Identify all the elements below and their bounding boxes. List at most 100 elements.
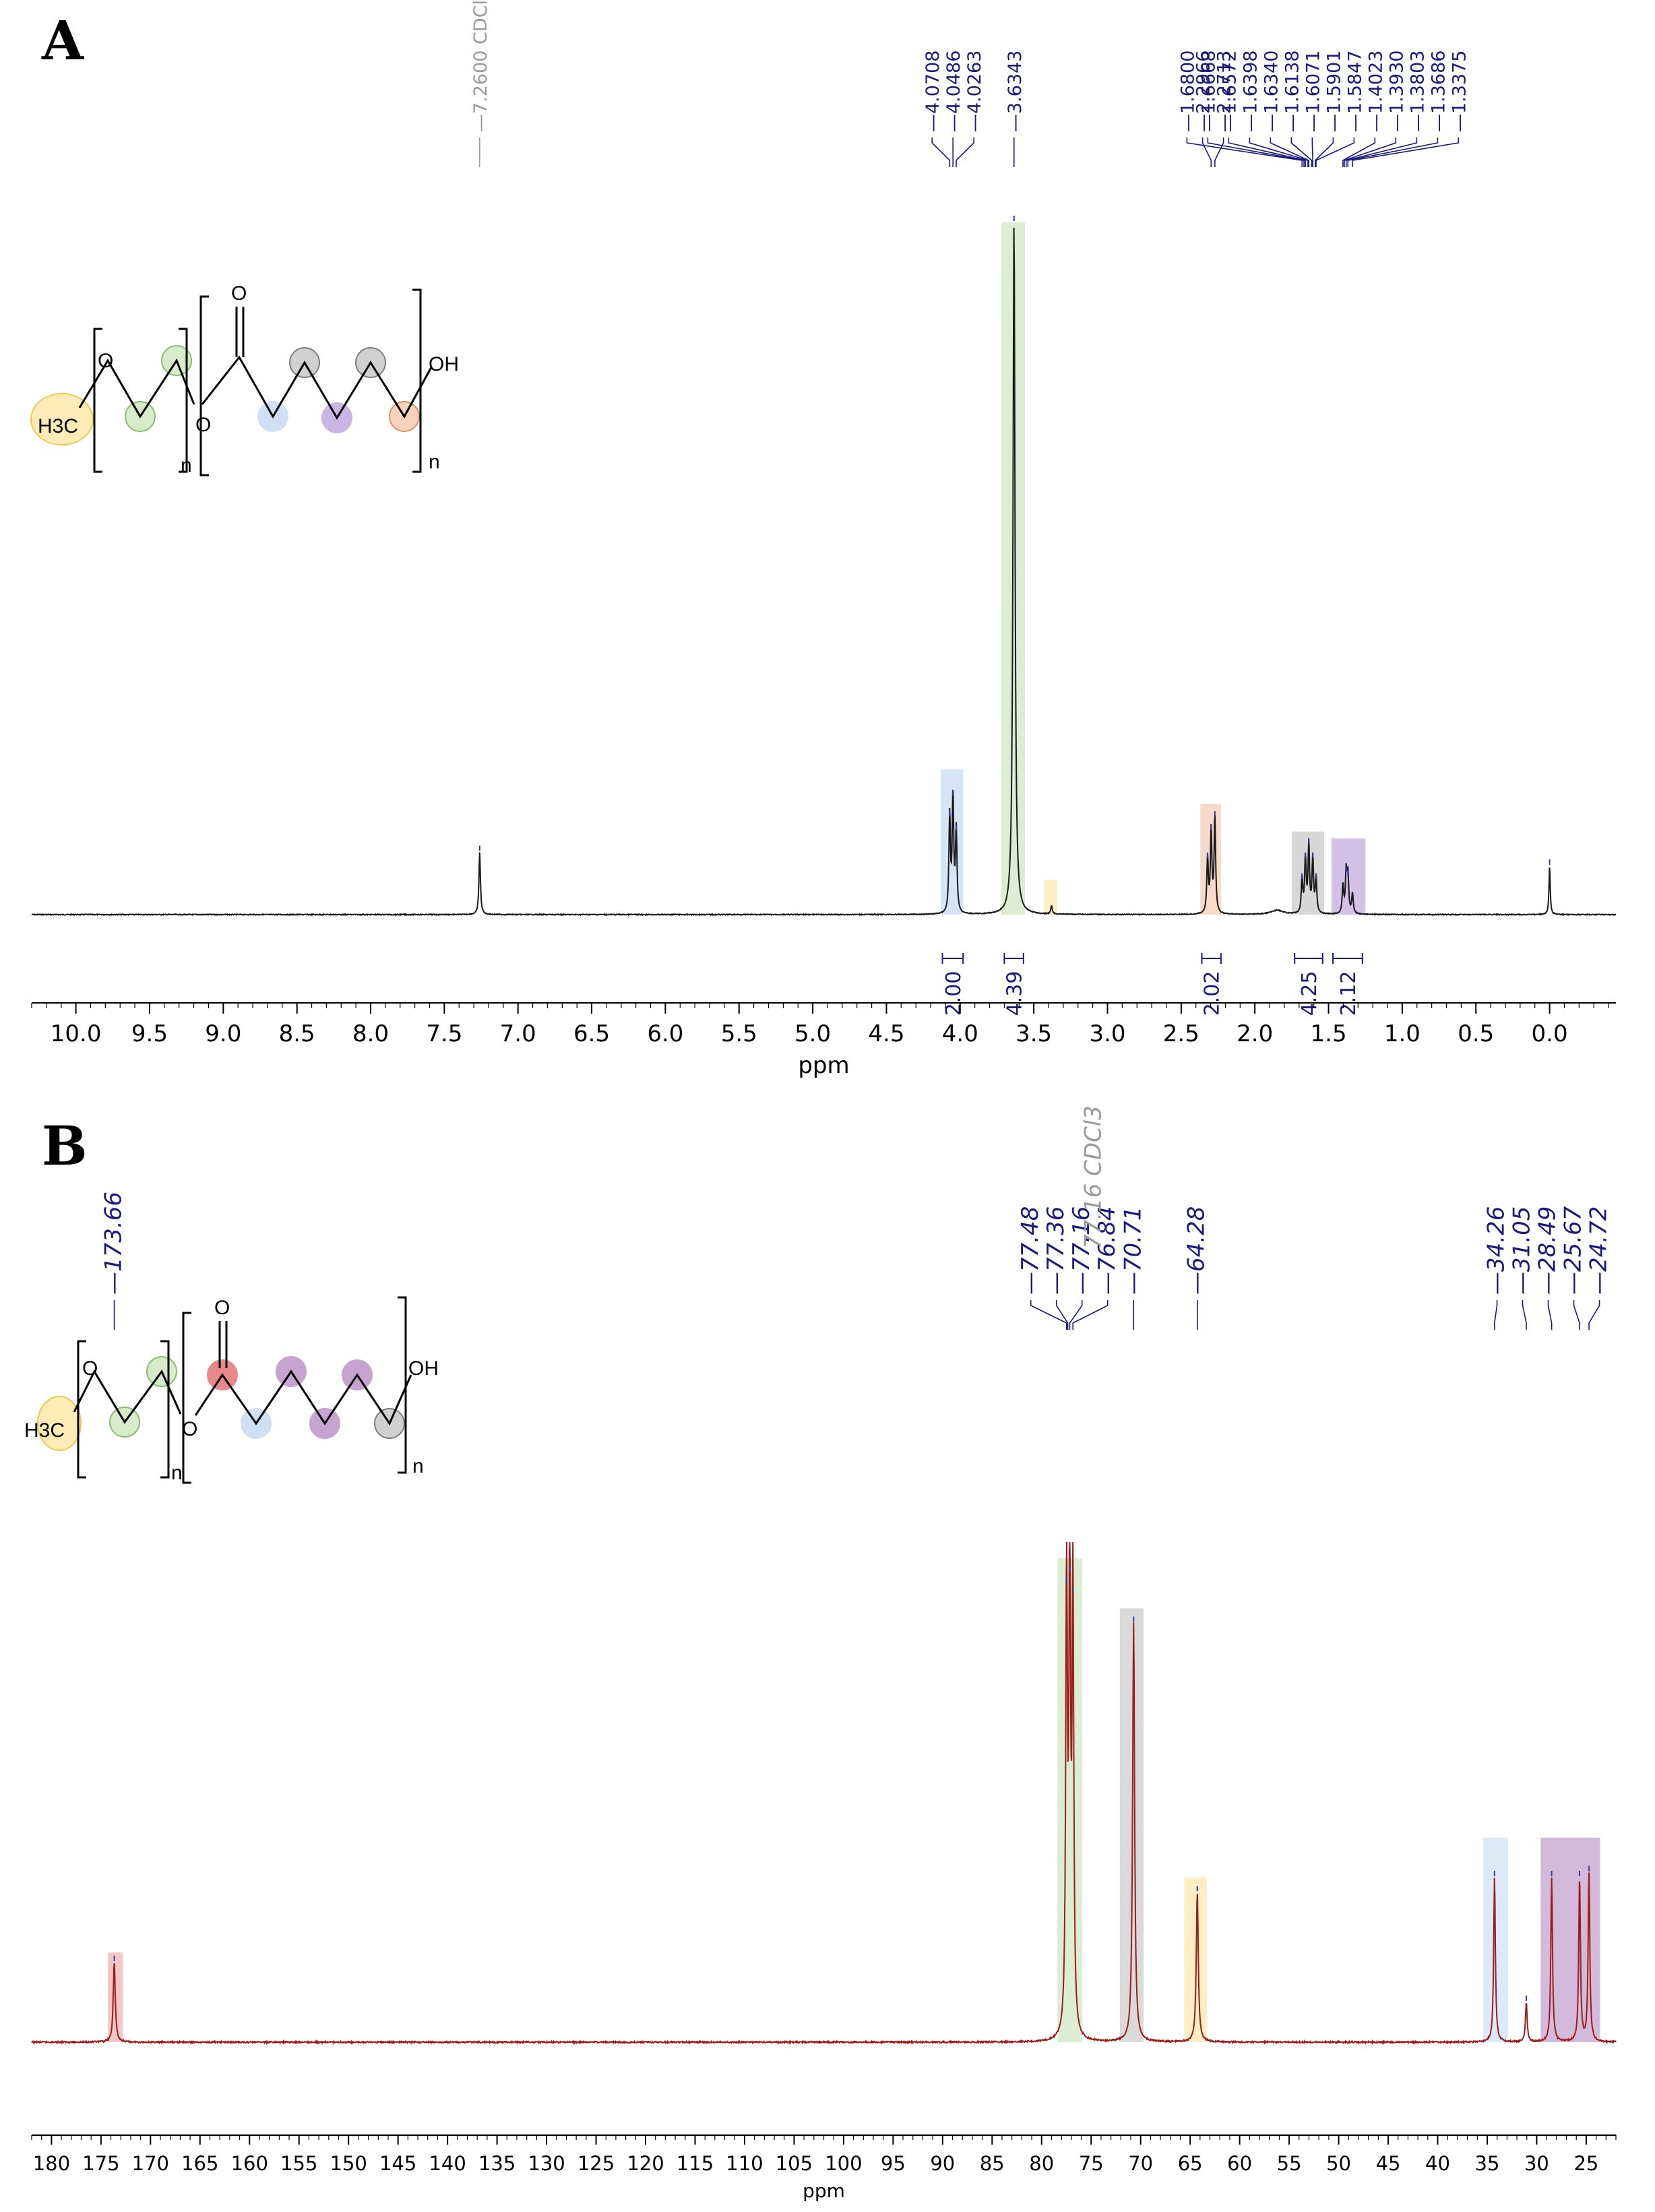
peak-label: —1.4023	[1365, 51, 1386, 132]
integral-value-2: 2.02	[1201, 971, 1224, 1016]
panel-b-spectrum	[31, 1541, 1617, 2046]
x-tick-label-9: 5.5	[721, 1020, 757, 1047]
spectrum-trace	[31, 1541, 1617, 2046]
x-tick-label-30: 30	[1524, 2152, 1549, 2175]
x-tick-label-18: 1.0	[1384, 1020, 1420, 1047]
x-tick-label-4: 160	[231, 2152, 268, 2175]
panel-a-proton-nmr: A —7.2600 CDCl3 —4.0708 —4.0486 —4.0263 —3.6…	[30, 0, 1617, 1079]
integral-value-3: 4.25	[1298, 971, 1321, 1016]
peak-label-leader	[1201, 137, 1212, 167]
struct-b-ch3-marker	[37, 1396, 82, 1451]
peak-label: —1.6138	[1282, 51, 1303, 132]
integral-bar-4	[1332, 953, 1363, 964]
x-tick-label-18: 90	[930, 2152, 955, 2175]
x-tick-label-31: 25	[1573, 2152, 1598, 2175]
struct-b-oh-label: OH	[408, 1357, 439, 1380]
x-tick-label-27: 45	[1376, 2152, 1401, 2175]
peak-label-leader	[1228, 137, 1306, 167]
x-tick-label-1: 9.5	[131, 1020, 168, 1047]
x-tick-label-9: 135	[478, 2152, 516, 2175]
peak-label-leader	[1249, 137, 1309, 167]
x-tick-label-8: 6.0	[647, 1020, 683, 1047]
peak-label: —1.6071	[1303, 51, 1323, 132]
peak-label: —1.5847	[1344, 51, 1365, 132]
x-tick-label-6: 7.0	[500, 1020, 536, 1047]
x-tick-label-24: 60	[1227, 2152, 1252, 2175]
integral-bar-1	[1003, 953, 1024, 964]
peak-label-leader	[1522, 1300, 1527, 1330]
x-tick-label-2: 170	[132, 2152, 169, 2175]
integral-value-4: 2.12	[1337, 971, 1361, 1016]
struct-a-ester-o: O	[195, 414, 211, 436]
x-tick-label-1: 175	[82, 2152, 119, 2175]
peak-label: —1.6800	[1177, 51, 1198, 132]
peak-label-leader	[1030, 1300, 1067, 1330]
peak-label-leader	[1342, 137, 1376, 167]
peak-label: —1.6668	[1198, 51, 1219, 132]
peak-label: —70.71	[1119, 1206, 1146, 1295]
peak-label-leader	[1352, 137, 1460, 167]
peak-label: —31.05	[1509, 1206, 1536, 1295]
peak-label: —1.6572	[1219, 51, 1240, 132]
struct-a-peg-bonds	[78, 358, 195, 419]
x-tick-label-10: 5.0	[794, 1020, 831, 1047]
panel-a-spectrum	[31, 216, 1617, 917]
peak-label-leader	[1270, 137, 1310, 167]
struct-b-bracket-left-1	[77, 1340, 86, 1479]
x-tick-label-10: 130	[528, 2152, 565, 2175]
panel-a-x-axis-title: ppm	[798, 1052, 849, 1079]
panel-a-peak-labels: —7.2600 CDCl3 —4.0708 —4.0486 —4.0263 —3.634…	[470, 0, 1470, 167]
x-tick-label-7: 145	[379, 2152, 416, 2175]
x-tick-label-22: 70	[1128, 2152, 1153, 2175]
x-tick-label-21: 75	[1079, 2152, 1104, 2175]
struct-a-bracket-left-1	[93, 328, 102, 473]
peak-label-leader	[1315, 137, 1355, 167]
struct-a-oh-label: OH	[429, 353, 459, 375]
peak-label: —1.5901	[1323, 51, 1344, 132]
struct-a-ch3-label: H3C	[38, 415, 78, 437]
struct-b-ester-o: O	[182, 1418, 197, 1440]
x-tick-label-29: 35	[1475, 2152, 1500, 2175]
peak-label: —77.16	[1068, 1206, 1095, 1295]
peak-label: —3.6343	[1005, 51, 1026, 132]
x-tick-label-3: 8.5	[279, 1020, 315, 1047]
peak-label: —4.0708	[923, 51, 943, 132]
struct-a-repeat-2: n	[429, 451, 440, 473]
struct-a-bracket-right-1	[179, 328, 188, 473]
panel-a-highlights	[941, 222, 1366, 915]
peak-label-leader	[1315, 137, 1334, 167]
peak-label: —1.3686	[1428, 51, 1449, 132]
panel-a-integrals: 2.00 4.39 2.02 4.25 2.12	[941, 953, 1363, 1016]
x-tick-label-25: 55	[1277, 2152, 1302, 2175]
peak-label-leader	[1207, 137, 1305, 167]
peak-label-leader	[1573, 1300, 1580, 1330]
x-tick-label-15: 105	[776, 2152, 813, 2175]
peak-label-leader	[1055, 1300, 1069, 1330]
x-tick-label-0: 10.0	[51, 1020, 102, 1047]
integral-value-0: 2.00	[942, 971, 966, 1016]
struct-a-ether-o: O	[98, 350, 113, 372]
panel-b-structure: O O O H3C OH n n	[24, 1296, 439, 1484]
peak-label-leader	[1072, 1300, 1108, 1330]
integral-bar-3	[1294, 953, 1323, 964]
x-tick-label-17: 1.5	[1311, 1020, 1347, 1047]
x-tick-label-4: 8.0	[352, 1020, 389, 1047]
peak-label: —2.2713	[1214, 51, 1235, 132]
struct-b-ether-o: O	[82, 1357, 98, 1380]
peak-label: —34.26	[1483, 1206, 1510, 1295]
x-tick-label-13: 3.5	[1016, 1020, 1052, 1047]
panel-a-x-axis: 10.0 9.5 9.0 8.5 8.0 7.5 7.0 6.5 6.0 5.5 5.0 4.5 4.0…	[31, 1002, 1616, 1047]
spectrum-trace	[31, 227, 1617, 917]
panel-a-letter: A	[41, 9, 84, 72]
struct-a-ch3-marker	[30, 393, 94, 446]
panel-b-x-axis: 180 175 170 165 160 155 150 145 140 135 130 125 120 1…	[31, 2134, 1617, 2175]
peak-label: —77.36	[1042, 1206, 1069, 1295]
x-tick-label-2: 9.0	[205, 1020, 241, 1047]
peak-label-leader	[1069, 1300, 1083, 1330]
peak-label: —76.84	[1094, 1206, 1121, 1295]
x-tick-label-14: 3.0	[1089, 1020, 1125, 1047]
peak-label-leader	[1494, 1300, 1498, 1330]
x-tick-label-19: 85	[980, 2152, 1005, 2175]
struct-a-bracket-right-2	[412, 288, 422, 473]
